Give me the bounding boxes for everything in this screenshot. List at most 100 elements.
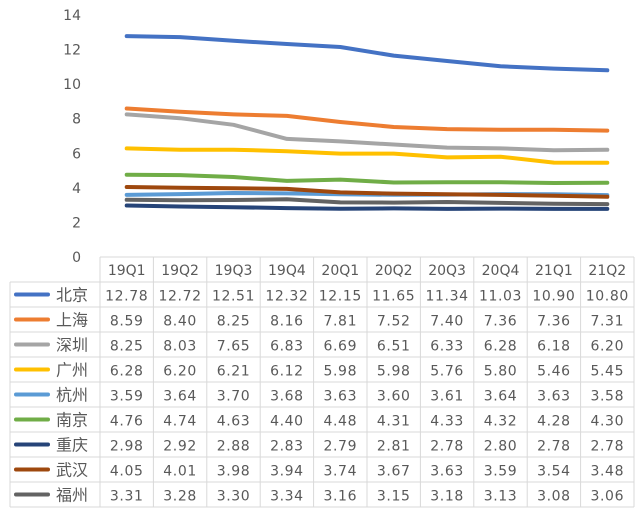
- series-line-6: [124, 203, 610, 211]
- table-cell-value: 4.63: [217, 414, 251, 430]
- table-cell-value: 3.63: [324, 389, 358, 405]
- y-tick-label: 12: [63, 43, 81, 59]
- table-cell-value: 2.79: [324, 439, 358, 455]
- table-cell-value: 11.34: [426, 289, 469, 305]
- x-category-label: 19Q3: [215, 263, 253, 279]
- table-cell-value: 2.78: [537, 439, 571, 455]
- table-cell-value: 12.15: [319, 289, 362, 305]
- table-cell-value: 4.30: [591, 414, 625, 430]
- series-line-5: [124, 172, 610, 185]
- data-table: 19Q1 19Q2 19Q3 19Q4 20Q1 20Q2 20Q3 20Q4 21Q1 21Q2…: [9, 256, 635, 508]
- y-axis: 0 2 4 6 8 10 12 14: [63, 8, 81, 266]
- table-cell-value: 3.31: [110, 489, 144, 505]
- y-tick-label: 10: [63, 77, 81, 93]
- table-cell-value: 11.03: [479, 289, 522, 305]
- table-cell-value: 8.25: [110, 339, 144, 355]
- table-cell-value: 6.51: [377, 339, 411, 355]
- table-cell-value: 3.63: [537, 389, 571, 405]
- x-category-label: 21Q2: [588, 263, 626, 279]
- x-category-label: 19Q4: [268, 263, 306, 279]
- table-cell-value: 4.48: [324, 414, 358, 430]
- table-cell-value: 2.88: [217, 439, 251, 455]
- table-cell-value: 2.78: [591, 439, 625, 455]
- table-cell-value: 2.98: [110, 439, 144, 455]
- table-cell-value: 4.76: [110, 414, 144, 430]
- table-cell-value: 6.20: [163, 364, 197, 380]
- series-name-label: 武汉: [56, 461, 88, 480]
- table-cell-value: 3.08: [537, 489, 571, 505]
- table-cell-value: 7.65: [217, 339, 251, 355]
- table-cell-value: 6.28: [484, 339, 518, 355]
- x-category-label: 21Q1: [535, 263, 573, 279]
- table-cell-value: 5.98: [377, 364, 411, 380]
- table-cell-value: 6.20: [591, 339, 625, 355]
- table-cell-value: 3.70: [217, 389, 251, 405]
- x-category-label: 20Q3: [428, 263, 466, 279]
- table-cell-value: 3.64: [163, 389, 197, 405]
- table-cell-value: 3.59: [484, 464, 518, 480]
- table-cell-value: 8.25: [217, 314, 251, 330]
- table-cell-value: 4.40: [270, 414, 304, 430]
- series-name-label: 重庆: [56, 436, 88, 455]
- series-line-8: [124, 197, 610, 207]
- table-cell-value: 3.74: [324, 464, 358, 480]
- table-cell-value: 4.01: [163, 464, 197, 480]
- table-cell-value: 5.46: [537, 364, 571, 380]
- series-name-label: 上海: [56, 311, 88, 330]
- table-cell-value: 3.58: [591, 389, 625, 405]
- table-cell-value: 12.32: [265, 289, 308, 305]
- table-cell-value: 3.59: [110, 389, 144, 405]
- table-cell-value: 2.81: [377, 439, 411, 455]
- series-line-0: [124, 34, 610, 73]
- table-cell-value: 3.18: [430, 489, 464, 505]
- table-cell-value: 10.80: [586, 289, 629, 305]
- series-name-label: 福州: [56, 486, 88, 505]
- series-line-3: [124, 146, 610, 165]
- table-cell-value: 5.80: [484, 364, 518, 380]
- table-cell-value: 6.21: [217, 364, 251, 380]
- table-cell-value: 5.45: [591, 364, 625, 380]
- table-cell-value: 11.65: [372, 289, 415, 305]
- series-name-label: 广州: [56, 361, 88, 380]
- table-cell-value: 4.74: [163, 414, 197, 430]
- table-cell-value: 12.51: [212, 289, 255, 305]
- series-lines: [124, 34, 610, 211]
- table-cell-value: 3.98: [217, 464, 251, 480]
- table-cell-value: 12.78: [105, 289, 148, 305]
- series-name-label: 南京: [56, 411, 88, 430]
- table-cell-value: 3.13: [484, 489, 518, 505]
- table-cell-value: 6.18: [537, 339, 571, 355]
- table-cell-value: 3.67: [377, 464, 411, 480]
- table-cell-value: 3.34: [270, 489, 304, 505]
- table-cell-value: 6.12: [270, 364, 304, 380]
- table-cell-value: 12.72: [159, 289, 202, 305]
- table-cell-value: 3.61: [430, 389, 464, 405]
- table-cell-value: 4.31: [377, 414, 411, 430]
- table-cell-value: 6.28: [110, 364, 144, 380]
- x-category-label: 20Q1: [321, 263, 359, 279]
- table-cell-value: 2.83: [270, 439, 304, 455]
- table-cell-value: 10.90: [532, 289, 575, 305]
- table-cell-value: 3.94: [270, 464, 304, 480]
- series-line-2: [124, 112, 610, 153]
- table-cell-value: 2.92: [163, 439, 197, 455]
- table-cell-value: 3.15: [377, 489, 411, 505]
- table-cell-value: 3.16: [324, 489, 358, 505]
- table-cell-value: 3.64: [484, 389, 518, 405]
- y-tick-label: 2: [72, 215, 81, 231]
- y-tick-label: 4: [72, 181, 81, 197]
- table-cell-value: 6.69: [324, 339, 358, 355]
- x-category-label: 19Q1: [108, 263, 146, 279]
- table-cell-value: 2.78: [430, 439, 464, 455]
- table-cell-value: 8.59: [110, 314, 144, 330]
- table-cell-value: 3.60: [377, 389, 411, 405]
- x-category-label: 19Q2: [161, 263, 199, 279]
- table-cell-value: 7.36: [484, 314, 518, 330]
- table-cell-value: 4.28: [537, 414, 571, 430]
- x-category-label: 20Q4: [482, 263, 520, 279]
- table-cell-value: 6.33: [430, 339, 464, 355]
- table-cell-value: 7.52: [377, 314, 411, 330]
- table-cell-value: 8.16: [270, 314, 304, 330]
- table-cell-value: 7.36: [537, 314, 571, 330]
- table-cell-value: 8.40: [163, 314, 197, 330]
